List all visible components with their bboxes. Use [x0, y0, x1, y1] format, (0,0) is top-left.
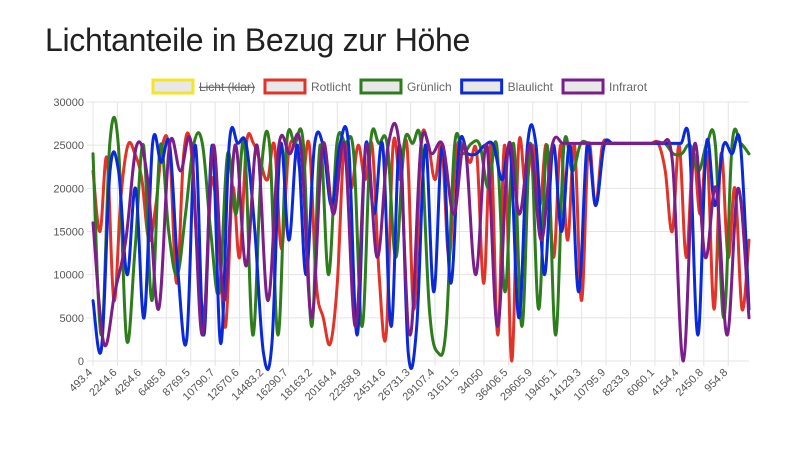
- legend-swatch: [460, 78, 504, 95]
- legend-label: Infrarot: [609, 80, 648, 94]
- y-tick-label: 0: [78, 356, 84, 368]
- legend-label: Grünlich: [407, 80, 452, 94]
- legend-label: Rotlicht: [311, 80, 352, 94]
- y-axis: 0 5000 10000 15000 20000 25000 30000: [53, 97, 84, 368]
- x-tick-label: 954.8: [702, 367, 730, 395]
- x-axis: 493.42244.64264.66485.88769.510790.71267…: [67, 367, 730, 404]
- chart-legend[interactable]: Licht (klar) Rotlicht Grünlich Blaulicht Inf…: [151, 78, 648, 95]
- page-title: Lichtanteile in Bezug zur Höhe: [45, 22, 471, 58]
- legend-label: Licht (klar): [199, 80, 255, 94]
- legend-swatch: [561, 78, 605, 95]
- legend-item-3[interactable]: Blaulicht: [460, 78, 554, 95]
- y-tick-label: 10000: [53, 270, 84, 282]
- legend-label: Blaulicht: [508, 80, 554, 94]
- legend-item-1[interactable]: Rotlicht: [263, 78, 352, 95]
- x-tick-label: 2450.8: [674, 367, 706, 399]
- y-tick-label: 5000: [60, 313, 84, 325]
- y-tick-label: 25000: [53, 140, 84, 152]
- y-tick-label: 30000: [53, 97, 84, 109]
- legend-swatch: [151, 78, 195, 95]
- legend-swatch: [359, 78, 403, 95]
- legend-swatch: [263, 78, 307, 95]
- legend-item-4[interactable]: Infrarot: [561, 78, 648, 95]
- y-tick-label: 15000: [53, 227, 84, 239]
- legend-item-0[interactable]: Licht (klar): [151, 78, 255, 95]
- legend-item-2[interactable]: Grünlich: [359, 78, 452, 95]
- y-tick-label: 20000: [53, 183, 84, 195]
- series-line-4: [91, 121, 751, 363]
- chart-series: [91, 116, 751, 371]
